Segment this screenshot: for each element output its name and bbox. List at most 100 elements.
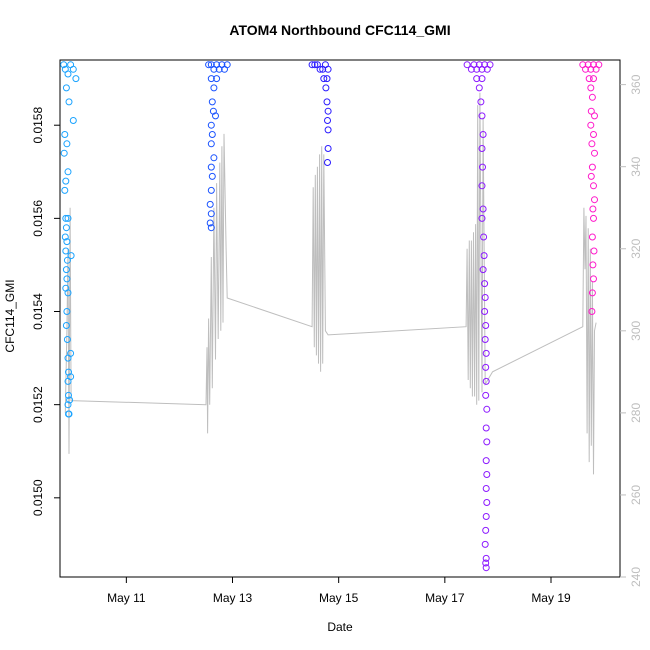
data-point bbox=[64, 214, 72, 222]
data-point bbox=[69, 65, 77, 73]
data-point bbox=[478, 145, 486, 152]
data-point bbox=[590, 131, 597, 138]
data-point bbox=[463, 61, 471, 69]
data-point bbox=[483, 405, 491, 413]
data-point bbox=[63, 308, 71, 315]
data-point bbox=[62, 247, 70, 255]
data-point bbox=[212, 112, 219, 120]
data-point bbox=[479, 205, 487, 213]
data-point bbox=[72, 75, 80, 83]
data-point bbox=[62, 177, 70, 185]
data-point bbox=[207, 140, 215, 148]
data-point bbox=[64, 401, 72, 409]
data-point bbox=[590, 182, 597, 190]
y-tick-label: 0.0156 bbox=[31, 200, 45, 237]
data-point bbox=[481, 336, 489, 343]
data-point bbox=[481, 294, 489, 301]
y2-tick-label: 340 bbox=[629, 156, 643, 176]
data-point bbox=[63, 140, 71, 148]
data-point bbox=[482, 564, 490, 572]
x-tick-label: May 11 bbox=[107, 591, 146, 605]
y-axis-label: CFC114_GMI bbox=[3, 279, 17, 352]
data-point bbox=[589, 261, 597, 269]
data-point bbox=[206, 200, 214, 208]
data-point bbox=[588, 140, 596, 148]
y-axis: 0.0150 0.0152 0.0154 0.0156 0.0158 bbox=[31, 107, 60, 516]
data-point bbox=[323, 75, 331, 83]
data-point bbox=[486, 61, 494, 69]
data-point bbox=[587, 121, 595, 129]
data-point bbox=[477, 98, 485, 106]
data-point bbox=[62, 224, 70, 232]
data-point bbox=[591, 196, 598, 204]
data-point bbox=[324, 65, 332, 73]
data-point bbox=[65, 410, 73, 418]
data-point bbox=[60, 61, 68, 69]
data-point bbox=[61, 186, 69, 194]
data-point bbox=[588, 233, 596, 241]
data-point bbox=[67, 252, 75, 260]
y2-tick-label: 320 bbox=[629, 238, 643, 258]
data-point bbox=[481, 280, 489, 288]
data-point bbox=[311, 61, 319, 69]
data-point bbox=[210, 154, 218, 162]
x-axis-label: Date bbox=[327, 620, 353, 634]
data-point bbox=[482, 322, 490, 329]
y-tick-label: 0.0152 bbox=[31, 386, 45, 423]
data-point bbox=[585, 75, 593, 83]
data-point bbox=[590, 247, 598, 255]
x-tick-label: May 17 bbox=[425, 591, 465, 605]
x-tick-label: May 13 bbox=[213, 591, 253, 605]
y2-tick-label: 240 bbox=[629, 567, 643, 587]
data-point bbox=[64, 70, 72, 78]
data-point bbox=[482, 513, 490, 520]
data-point bbox=[590, 75, 597, 83]
data-point bbox=[478, 182, 486, 190]
y-tick-label: 0.0158 bbox=[31, 107, 45, 144]
data-point bbox=[482, 457, 490, 465]
data-point bbox=[588, 289, 596, 297]
data-point bbox=[481, 308, 489, 315]
data-point bbox=[316, 65, 324, 73]
data-point bbox=[67, 373, 75, 381]
data-point bbox=[475, 84, 483, 92]
data-point bbox=[588, 93, 596, 101]
data-point bbox=[64, 168, 72, 176]
data-point bbox=[208, 172, 216, 180]
data-point bbox=[208, 98, 216, 106]
data-point bbox=[208, 131, 216, 138]
data-point bbox=[482, 377, 490, 385]
data-point bbox=[324, 159, 331, 166]
data-point bbox=[67, 349, 75, 357]
data-point bbox=[207, 121, 215, 129]
data-point bbox=[479, 163, 486, 171]
y2-tick-label: 280 bbox=[629, 403, 643, 423]
data-point bbox=[205, 61, 213, 69]
y2-tick-label: 360 bbox=[629, 74, 643, 94]
data-point bbox=[207, 224, 215, 232]
data-point bbox=[324, 107, 332, 115]
y2-tick-label: 300 bbox=[629, 320, 643, 340]
data-point bbox=[69, 117, 77, 124]
data-point bbox=[588, 163, 596, 171]
data-point bbox=[595, 61, 603, 69]
data-point bbox=[590, 214, 597, 222]
data-point bbox=[207, 75, 215, 83]
data-point bbox=[210, 84, 218, 92]
data-point bbox=[482, 424, 490, 432]
data-point bbox=[482, 559, 490, 567]
data-point bbox=[480, 252, 488, 260]
data-point bbox=[61, 131, 69, 138]
data-point bbox=[324, 117, 331, 124]
data-point bbox=[320, 75, 328, 83]
data-point bbox=[482, 391, 490, 399]
data-point bbox=[479, 131, 487, 138]
data-point bbox=[65, 98, 73, 106]
data-point bbox=[478, 112, 486, 120]
data-point bbox=[62, 214, 70, 222]
data-point bbox=[483, 499, 491, 506]
plot-frame bbox=[59, 59, 621, 578]
data-point bbox=[479, 266, 487, 274]
data-point bbox=[63, 256, 71, 264]
